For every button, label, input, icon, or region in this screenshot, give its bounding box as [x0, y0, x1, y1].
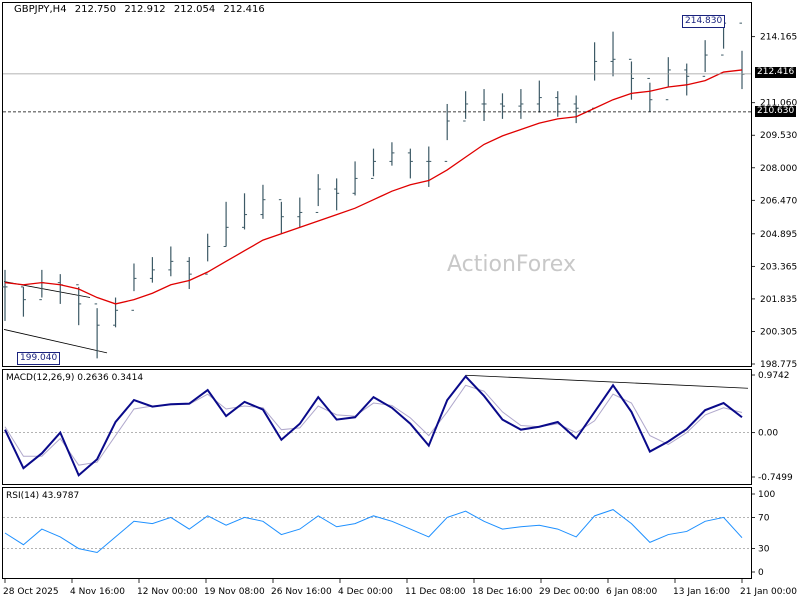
macd-signal-line — [4, 384, 743, 466]
rsi-line — [4, 509, 743, 554]
rsi-title: RSI(14) 43.9787 — [6, 491, 80, 501]
macd-title: MACD(12,26,9) 0.2636 0.3414 — [6, 373, 144, 383]
rsi-pane-frame — [2, 487, 752, 579]
time-tick-label: 26 Nov 16:00 — [271, 587, 332, 597]
time-tick-label: 18 Dec 16:00 — [472, 587, 533, 597]
price-tick-label: 203.365 — [760, 262, 797, 272]
moving-average-line — [4, 69, 743, 305]
macd-tick-label: 0.00 — [758, 429, 778, 439]
time-tick-label: 4 Nov 16:00 — [70, 587, 125, 597]
current-price-tag: 212.416 — [755, 67, 797, 78]
moving-average — [4, 69, 743, 305]
macd-lines — [3, 374, 751, 477]
close-value: 212.416 — [223, 4, 265, 15]
low-value: 212.054 — [173, 4, 216, 15]
price-tick-label: 214.165 — [760, 33, 797, 43]
time-tick-label: 6 Jan 08:00 — [606, 587, 658, 597]
support-price-tag: 210.630 — [755, 106, 797, 117]
horizontal-lines — [3, 73, 751, 113]
price-axis: 214.165 211.060 209.530 208.000 206.470 204.8… — [751, 33, 797, 370]
time-tick-label: 12 Nov 00:00 — [137, 587, 198, 597]
price-tick-label: 201.835 — [760, 295, 797, 305]
high-price-tag: 214.830 — [682, 15, 726, 28]
macd-divergence-line — [465, 374, 749, 389]
time-tick-label: 21 Jan 00:00 — [740, 587, 797, 597]
channel-lower-line — [3, 329, 108, 354]
price-tick-label: 209.530 — [760, 131, 797, 141]
rsi-tick-label: 30 — [758, 545, 770, 555]
price-tick-label: 211.060 — [760, 99, 797, 109]
macd-pane-frame — [2, 369, 752, 485]
time-tick-label: 13 Jan 16:00 — [673, 587, 730, 597]
low-price-tag: 199.040 — [17, 352, 61, 365]
indicator-axes: 0.9742 0.00 -0.7499 100 70 30 0 — [751, 371, 793, 578]
macd-line — [4, 374, 743, 477]
macd-tick-label: 0.9742 — [758, 371, 790, 381]
time-tick-label: 4 Dec 00:00 — [338, 587, 393, 597]
time-tick-label: 11 Dec 08:00 — [405, 587, 466, 597]
price-tick-label: 198.775 — [760, 360, 797, 370]
open-value: 212.750 — [74, 4, 117, 15]
symbol-label: GBPJPY,H4 — [14, 4, 67, 15]
rsi-tick-label: 0 — [758, 568, 764, 578]
price-tick-label: 208.000 — [760, 164, 797, 174]
time-tick-label: 19 Nov 08:00 — [204, 587, 265, 597]
price-tick-label: 206.470 — [760, 196, 797, 206]
price-tick-label: 200.305 — [760, 327, 797, 337]
time-axis: 28 Oct 2025 4 Nov 16:00 12 Nov 00:00 19 Nov… — [3, 579, 797, 597]
macd-tick-label: -0.7499 — [758, 473, 793, 483]
ohlc-header: GBPJPY,H4 212.750 212.912 212.054 212.41… — [14, 4, 270, 15]
time-tick-label: 28 Oct 2025 — [3, 587, 59, 597]
rsi-lines — [3, 509, 751, 554]
price-pane-frame — [2, 2, 752, 367]
high-value: 212.912 — [124, 4, 166, 15]
price-tick-label: 204.895 — [760, 230, 797, 240]
rsi-tick-label: 100 — [758, 490, 775, 500]
time-tick-label: 29 Dec 00:00 — [539, 587, 600, 597]
ohlc-bars — [2, 22, 745, 359]
rsi-tick-label: 70 — [758, 513, 770, 523]
watermark: ActionForex — [447, 252, 576, 277]
